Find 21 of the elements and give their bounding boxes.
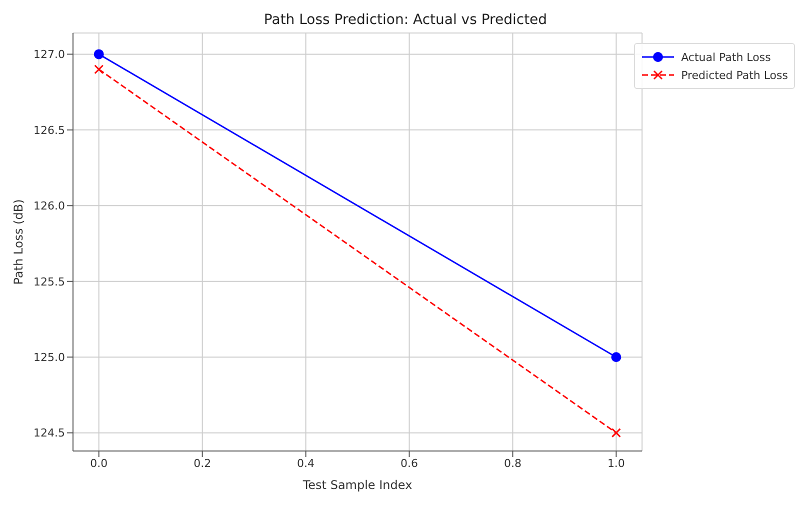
chart-title: Path Loss Prediction: Actual vs Predicted [262, 12, 548, 28]
y-tick-label: 126.0 [34, 200, 65, 213]
x-tick-label: 1.0 [607, 456, 625, 470]
y-tick-label: 125.0 [34, 351, 65, 364]
y-tick-label: 125.5 [34, 275, 65, 288]
x-tick-label: 0.0 [90, 456, 108, 470]
y-tick-label: 124.5 [34, 426, 65, 440]
point [611, 352, 622, 362]
y-tick-label: 127.0 [34, 48, 65, 62]
legend-label: Predicted Path Loss [680, 68, 788, 84]
legend-label: Actual Path Loss [680, 50, 772, 66]
point [94, 64, 104, 74]
x-tick-label: 0.8 [504, 456, 522, 470]
x-tick-label: 0.2 [194, 456, 212, 470]
point [94, 49, 104, 60]
point [611, 428, 621, 438]
x-tick-label: 0.6 [400, 456, 418, 470]
y-axis-title: Path Loss (dB) [11, 199, 26, 285]
x-axis-title: Test Sample Index [302, 478, 412, 492]
y-tick-label: 126.5 [34, 124, 65, 137]
x-tick-label: 0.4 [297, 456, 315, 470]
